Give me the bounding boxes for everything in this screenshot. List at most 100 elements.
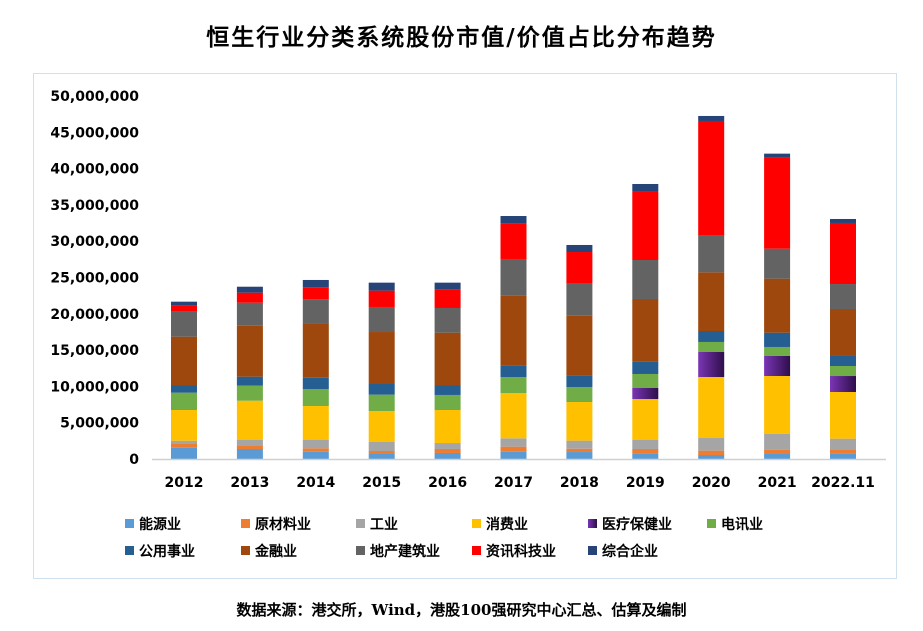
- bar-segment-2015-能源业: [368, 453, 395, 459]
- bar-segment-2017-公用事业: [500, 365, 527, 378]
- bar-segment-2014-工业: [302, 439, 329, 449]
- bar-segment-2021-能源业: [764, 453, 791, 459]
- bar-segment-2017-综合企业: [500, 216, 527, 224]
- x-tick-label: 2022.11: [811, 475, 875, 491]
- bar-segment-2022.11-资讯科技业: [830, 222, 856, 285]
- bar-segment-2013-消费业: [236, 400, 263, 440]
- bar-segment-2014-电讯业: [302, 389, 329, 407]
- bar-segment-2020-资讯科技业: [698, 120, 725, 236]
- y-tick-label: 20,000,000: [50, 307, 139, 323]
- legend-swatch: [356, 519, 365, 528]
- bar-segment-2014-能源业: [302, 451, 329, 459]
- bar-segment-2016-工业: [434, 443, 461, 449]
- legend-item: 工业: [356, 517, 398, 533]
- bar-segment-2020-原材料业: [698, 450, 725, 456]
- x-tick-label: 2018: [560, 475, 599, 491]
- bar-segment-2019-消费业: [632, 399, 659, 440]
- bar-segment-2015-公用事业: [368, 384, 395, 395]
- bar-segment-2021-医疗保健业: [764, 355, 791, 377]
- bar-segment-2022.11-能源业: [830, 453, 856, 459]
- bar-segment-2016-金融业: [434, 332, 461, 386]
- bar-segment-2020-医疗保健业: [698, 351, 725, 378]
- legend-item: 原材料业: [241, 516, 311, 533]
- bar-segment-2018-金融业: [566, 315, 593, 376]
- legend-item: 综合企业: [588, 543, 658, 560]
- bar-segment-2016-公用事业: [434, 385, 461, 395]
- legend-swatch: [707, 519, 716, 528]
- legend-label: 地产建筑业: [370, 543, 440, 560]
- bar-segment-2018-原材料业: [566, 448, 593, 453]
- bar-segment-2020-地产建筑业: [698, 235, 725, 273]
- bar-segment-2022.11-电讯业: [830, 365, 856, 377]
- bar-segment-2012-能源业: [171, 447, 197, 459]
- bar-segment-2018-消费业: [566, 402, 593, 441]
- bar-stack-2013: [236, 286, 263, 459]
- bar-segment-2012-资讯科技业: [171, 305, 197, 312]
- y-tick-label: 10,000,000: [50, 379, 139, 395]
- bar-segment-2016-资讯科技业: [434, 289, 461, 308]
- bar-segment-2016-消费业: [434, 409, 461, 444]
- bar-segment-2017-资讯科技业: [500, 223, 527, 259]
- bar-segment-2016-原材料业: [434, 448, 461, 453]
- source-note: 数据来源：港交所，Wind，港股100强研究中心汇总、估算及编制: [236, 601, 687, 619]
- x-tick-label: 2014: [296, 475, 335, 491]
- bar-segment-2015-工业: [368, 442, 395, 452]
- bar-segment-2021-电讯业: [764, 346, 791, 356]
- bar-segment-2018-资讯科技业: [566, 252, 593, 284]
- legend-label: 消费业: [486, 516, 528, 533]
- bar-segment-2016-综合企业: [434, 282, 461, 290]
- legend-label: 能源业: [139, 516, 181, 533]
- bar-segment-2019-电讯业: [632, 373, 659, 388]
- x-tick-label: 2012: [165, 475, 204, 491]
- bar-segment-2015-原材料业: [368, 451, 395, 454]
- bar-segment-2014-消费业: [302, 406, 329, 440]
- bar-segment-2013-公用事业: [236, 376, 263, 386]
- bar-segment-2015-电讯业: [368, 394, 395, 412]
- bar-segment-2015-综合企业: [368, 282, 395, 291]
- bar-segment-2012-金融业: [171, 336, 197, 386]
- bar-segment-2012-公用事业: [171, 385, 197, 393]
- bar-segment-2019-资讯科技业: [632, 191, 659, 261]
- bar-stack-2018: [566, 244, 593, 459]
- bar-segment-2019-公用事业: [632, 361, 659, 374]
- bar-segment-2015-资讯科技业: [368, 290, 395, 307]
- bar-segment-2022.11-消费业: [830, 391, 856, 439]
- bar-stack-2017: [500, 216, 527, 459]
- y-tick-label: 0: [129, 452, 139, 468]
- legend-swatch: [472, 546, 481, 555]
- legend-item: 资讯科技业: [472, 543, 556, 560]
- legend-swatch: [356, 546, 365, 555]
- legend-label: 电讯业: [721, 516, 763, 533]
- bar-stack-2015: [368, 282, 395, 459]
- legend-item: 公用事业: [125, 543, 195, 560]
- legend-label: 公用事业: [139, 543, 195, 560]
- bar-segment-2016-能源业: [434, 452, 461, 459]
- bar-segment-2021-金融业: [764, 278, 791, 333]
- bar-segment-2020-金融业: [698, 272, 725, 332]
- bar-segment-2021-公用事业: [764, 332, 791, 347]
- x-tick-label: 2015: [362, 475, 401, 491]
- legend-swatch: [125, 546, 134, 555]
- bar-segment-2019-医疗保健业: [632, 387, 659, 400]
- bar-segment-2014-原材料业: [302, 448, 329, 452]
- bar-segment-2012-电讯业: [171, 392, 197, 410]
- bar-segment-2015-金融业: [368, 332, 395, 385]
- bar-segment-2014-地产建筑业: [302, 299, 329, 324]
- bar-segment-2017-工业: [500, 438, 527, 447]
- bar-segment-2022.11-原材料业: [830, 449, 856, 454]
- bar-segment-2020-综合企业: [698, 115, 725, 121]
- bar-stack-2012: [171, 301, 197, 459]
- x-tick-label: 2019: [626, 475, 665, 491]
- legend-item: 能源业: [125, 516, 181, 533]
- chart-frame: [33, 73, 897, 579]
- bar-segment-2018-综合企业: [566, 244, 593, 253]
- bar-segment-2012-原材料业: [171, 443, 197, 448]
- bar-segment-2013-资讯科技业: [236, 292, 263, 303]
- bar-segment-2012-消费业: [171, 409, 197, 441]
- legend-label: 原材料业: [255, 516, 311, 533]
- bar-segment-2018-工业: [566, 440, 593, 449]
- bar-segment-2022.11-公用事业: [830, 355, 856, 366]
- bar-segment-2014-综合企业: [302, 279, 329, 288]
- legend-label: 工业: [370, 517, 398, 533]
